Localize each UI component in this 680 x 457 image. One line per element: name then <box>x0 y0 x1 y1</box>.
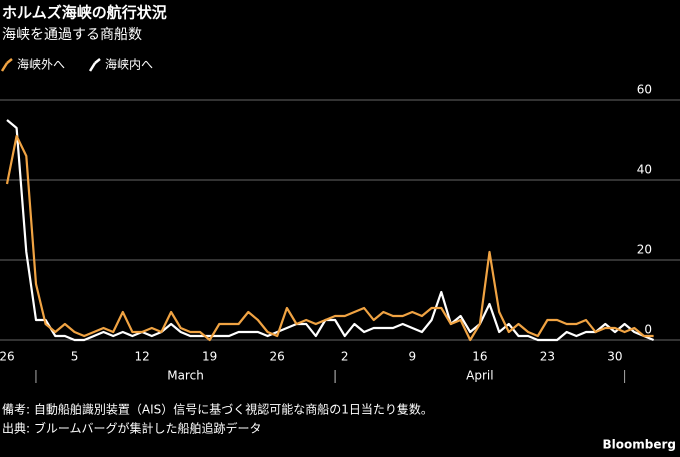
brand: Bloomberg <box>603 438 677 452</box>
chart-subtitle: 海峡を通過する商船数 <box>2 27 142 43</box>
x-tick-label: 26 <box>0 350 15 364</box>
x-tick-label: 16 <box>472 350 487 364</box>
x-tick-label: 23 <box>540 350 555 364</box>
month-label: April <box>466 369 493 383</box>
legend-label: 海峡外へ <box>17 57 65 72</box>
note: 備考: 自動船舶識別装置（AIS）信号に基づく視認可能な商船の1日当たり隻数。 <box>2 402 433 417</box>
month-label: March <box>167 369 204 383</box>
x-tick-label: 2 <box>341 350 349 364</box>
legend-swatch <box>0 58 13 72</box>
y-tick-label: 40 <box>637 163 652 177</box>
x-tick-label: 26 <box>270 350 285 364</box>
x-tick-label: 19 <box>202 350 217 364</box>
legend-swatch <box>88 58 101 72</box>
y-tick-label: 0 <box>644 323 652 337</box>
x-tick-label: 5 <box>71 350 79 364</box>
x-tick-label: 9 <box>408 350 416 364</box>
legend-label: 海峡内へ <box>105 57 153 72</box>
y-tick-label: 60 <box>637 83 652 97</box>
series-line <box>6 119 655 342</box>
chart-title: ホルムズ海峡の航行状況 <box>2 4 167 22</box>
x-tick-label: 30 <box>607 350 622 364</box>
source: 出典: ブルームバーグが集計した船舶追跡データ <box>2 421 262 436</box>
y-tick-label: 20 <box>637 243 652 257</box>
x-tick-label: 12 <box>134 350 149 364</box>
series-line <box>5 134 654 342</box>
